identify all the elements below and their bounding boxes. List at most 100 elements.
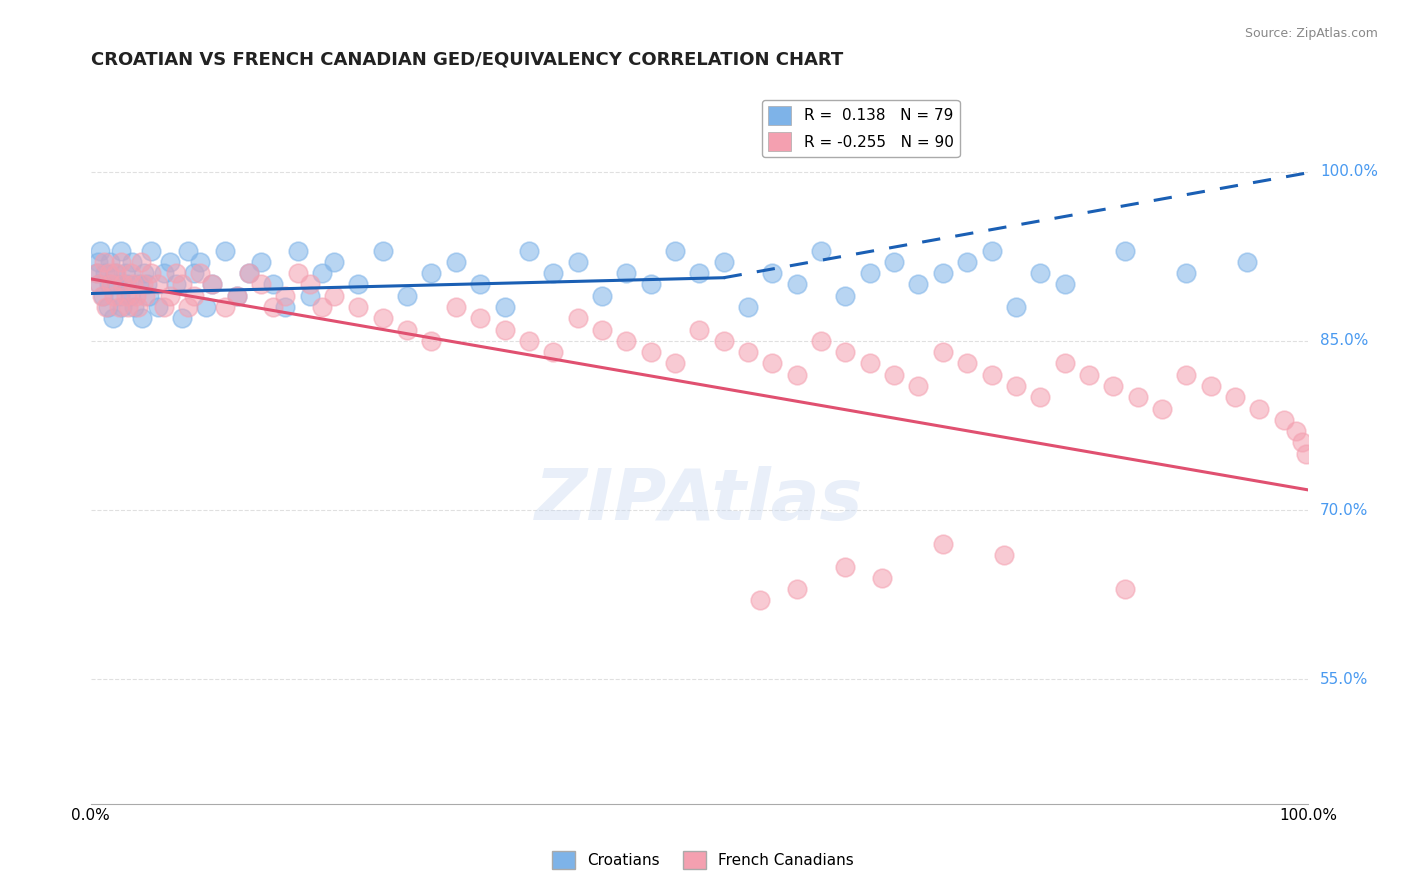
Point <box>141 266 163 280</box>
Point <box>124 300 146 314</box>
Point <box>347 300 370 314</box>
Point <box>152 300 174 314</box>
Point <box>97 266 120 280</box>
Point <box>567 255 589 269</box>
Point <box>810 244 832 258</box>
Point <box>883 255 905 269</box>
Point <box>664 356 686 370</box>
Point <box>1223 390 1246 404</box>
Point <box>170 311 193 326</box>
Point <box>118 289 141 303</box>
Point <box>121 255 143 269</box>
Point <box>138 289 160 303</box>
Point <box>298 277 321 292</box>
Point <box>761 356 783 370</box>
Point <box>311 266 333 280</box>
Point <box>101 311 124 326</box>
Point <box>591 323 613 337</box>
Point <box>956 356 979 370</box>
Point <box>1114 582 1136 597</box>
Point <box>980 244 1002 258</box>
Point <box>1053 277 1076 292</box>
Point <box>870 571 893 585</box>
Point <box>214 244 236 258</box>
Point <box>1077 368 1099 382</box>
Point <box>141 244 163 258</box>
Point <box>97 300 120 314</box>
Point <box>1150 401 1173 416</box>
Point <box>115 277 138 292</box>
Point <box>250 255 273 269</box>
Point <box>225 289 247 303</box>
Point <box>124 289 146 303</box>
Point <box>956 255 979 269</box>
Point <box>90 289 112 303</box>
Point <box>100 277 122 292</box>
Point <box>170 277 193 292</box>
Point <box>225 289 247 303</box>
Point <box>1272 413 1295 427</box>
Point <box>859 356 882 370</box>
Point <box>517 334 540 348</box>
Point <box>117 300 139 314</box>
Point <box>1126 390 1149 404</box>
Point <box>311 300 333 314</box>
Point <box>980 368 1002 382</box>
Point <box>591 289 613 303</box>
Point <box>159 289 181 303</box>
Point <box>91 289 114 303</box>
Point <box>786 277 808 292</box>
Point <box>89 277 111 292</box>
Point <box>135 277 157 292</box>
Point <box>165 277 187 292</box>
Point <box>89 244 111 258</box>
Point <box>127 300 149 314</box>
Point <box>1005 300 1028 314</box>
Point <box>287 266 309 280</box>
Point <box>517 244 540 258</box>
Point <box>1053 356 1076 370</box>
Point <box>93 255 115 269</box>
Point <box>97 277 120 292</box>
Point <box>165 266 187 280</box>
Text: CROATIAN VS FRENCH CANADIAN GED/EQUIVALENCY CORRELATION CHART: CROATIAN VS FRENCH CANADIAN GED/EQUIVALE… <box>90 51 842 69</box>
Point <box>195 300 218 314</box>
Point <box>1285 424 1308 438</box>
Point <box>737 345 759 359</box>
Point <box>86 266 108 280</box>
Point <box>470 311 492 326</box>
Point <box>1291 435 1313 450</box>
Point <box>1175 266 1198 280</box>
Point <box>932 537 955 551</box>
Point <box>1199 379 1222 393</box>
Point <box>146 300 169 314</box>
Point <box>494 300 516 314</box>
Point <box>371 311 394 326</box>
Point <box>86 266 108 280</box>
Point <box>541 266 564 280</box>
Point <box>1029 390 1052 404</box>
Point <box>287 244 309 258</box>
Legend: R =  0.138   N = 79, R = -0.255   N = 90: R = 0.138 N = 79, R = -0.255 N = 90 <box>762 100 959 157</box>
Point <box>114 266 136 280</box>
Point <box>110 255 132 269</box>
Point <box>120 266 142 280</box>
Point <box>96 300 118 314</box>
Point <box>262 277 284 292</box>
Point <box>1236 255 1258 269</box>
Point <box>132 277 155 292</box>
Point <box>1295 447 1317 461</box>
Point <box>323 255 346 269</box>
Point <box>494 323 516 337</box>
Point <box>420 266 443 280</box>
Point <box>183 289 205 303</box>
Point <box>159 255 181 269</box>
Text: 100.0%: 100.0% <box>1320 164 1378 179</box>
Point <box>907 277 929 292</box>
Point <box>105 266 128 280</box>
Text: 85.0%: 85.0% <box>1320 334 1368 349</box>
Point <box>567 311 589 326</box>
Point <box>274 289 297 303</box>
Point <box>713 255 735 269</box>
Point <box>112 277 135 292</box>
